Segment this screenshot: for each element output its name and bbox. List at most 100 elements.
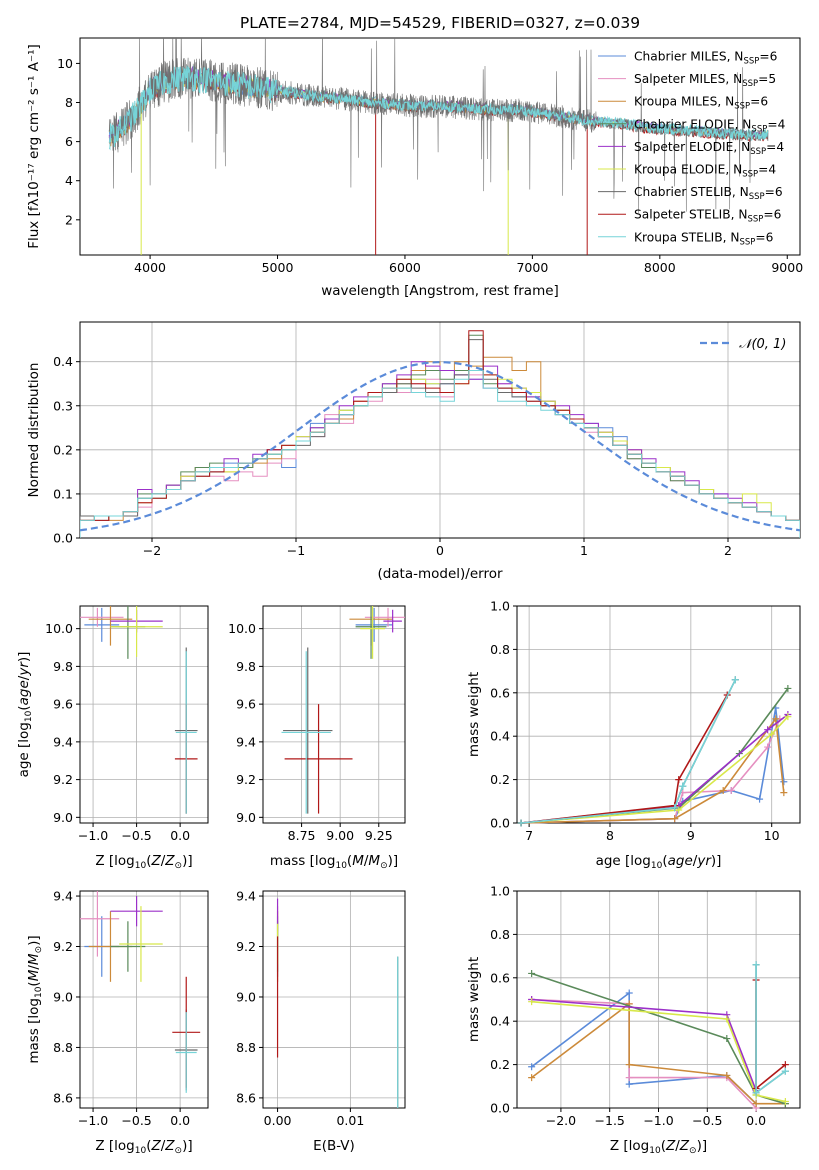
x-tick-label: 4000: [134, 260, 166, 275]
legend-nssp: , N: [733, 140, 750, 154]
weight-marker-kroupa-stelib: [679, 782, 687, 790]
weight-marker-kroupa-stelib: [752, 1089, 760, 1097]
label-part: M: [26, 969, 42, 981]
x-axis-label: age [log10(age/yr)]: [596, 853, 722, 871]
weight-marker-kroupa-miles: [528, 1074, 536, 1082]
x-tick-label: −1.0: [78, 828, 108, 843]
legend-nssp-eq: =: [758, 72, 768, 86]
legend-nssp: , N: [725, 72, 742, 86]
y-tick-label: 0.0: [490, 1101, 510, 1116]
legend-entry-salpeter-stelib: Salpeter STELIB, NSSP=6: [634, 208, 781, 225]
weight-lines: [517, 676, 792, 827]
x-tick-label: −1.0: [78, 1113, 108, 1128]
label-part: /: [675, 1138, 680, 1154]
weight-marker-salpeter-miles: [764, 743, 772, 751]
legend-entry-salpeter-elodie: Salpeter ELODIE, NSSP=4: [634, 140, 784, 157]
x-axis-label: mass [log10(M/M⊙)]: [270, 853, 398, 871]
x-tick-label: 9.00: [326, 828, 354, 843]
legend-nssp-eq: =: [765, 185, 775, 199]
label-part: (: [16, 705, 32, 710]
y-tick-label: 1.0: [490, 884, 510, 899]
x-tick-label: −0.5: [692, 1113, 722, 1128]
y-tick-label: 10.0: [228, 621, 256, 636]
label-part: age: [16, 680, 32, 705]
y-axis-label: mass weight: [466, 957, 482, 1042]
weight-lines: [528, 961, 789, 1112]
weight-marker-kroupa-stelib: [781, 1067, 789, 1075]
legend-nssp-value: 4: [768, 163, 776, 177]
legend-nssp-value: 4: [776, 140, 784, 154]
x-tick-label: −2.0: [546, 1113, 576, 1128]
label-part: )]: [26, 935, 42, 946]
weight-marker-salpeter-miles: [625, 1074, 633, 1082]
x-tick-label: 0: [436, 543, 444, 558]
x-tick-label: 5000: [262, 260, 294, 275]
legend-label: Kroupa ELODIE: [634, 163, 725, 177]
x-tick-label: 9: [687, 828, 695, 843]
y-tick-label: 0.8: [490, 927, 510, 942]
label-part: 10: [34, 986, 44, 998]
legend-nssp-eq: =: [759, 50, 769, 64]
y-tick-label: 9.8: [53, 659, 73, 674]
weight-marker-kroupa-miles: [752, 1100, 760, 1108]
legend-nssp-sub: SSP: [742, 170, 758, 180]
label-part: Z: [164, 1138, 175, 1154]
errorbars: [80, 891, 201, 1093]
weight-marker-kroupa-elodie: [781, 1097, 789, 1105]
weight-line-salpeter-stelib: [520, 694, 728, 824]
legend-nssp-sub: SSP: [749, 192, 765, 202]
label-part: Z [log: [610, 1138, 649, 1154]
x-axis-label: Z [log10(Z/Z⊙)]: [610, 1138, 707, 1156]
label-part: (: [26, 981, 42, 986]
x-tick-label: 6000: [389, 260, 421, 275]
legend-nssp-sub: SSP: [748, 215, 764, 225]
legend-nssp: , N: [727, 50, 744, 64]
legend-label: Salpeter MILES: [634, 72, 726, 86]
weight-marker-kroupa-stelib: [671, 804, 679, 812]
legend-nssp-eq: =: [766, 140, 776, 154]
weight-marker-kroupa-elodie: [768, 730, 776, 738]
legend-nssp-sub: SSP: [743, 57, 759, 67]
x-tick-label: 9000: [771, 260, 803, 275]
label-part: (: [661, 1138, 666, 1154]
x-tick-label: 0.01: [336, 1113, 364, 1128]
legend-entry-salpeter-miles: Salpeter MILES, NSSP=5: [634, 72, 776, 89]
legend-nssp: , N: [725, 163, 742, 177]
x-tick-label: 7: [525, 828, 533, 843]
label-part: 10: [651, 861, 663, 871]
weight-marker-kroupa-miles: [719, 786, 727, 794]
label-part: /: [161, 853, 166, 869]
legend-entry-chabrier-stelib: Chabrier STELIB, NSSP=6: [634, 185, 783, 202]
label-part: Z [log: [95, 1138, 134, 1154]
errorbars: [80, 606, 198, 814]
axes-age-vs-mass: 8.75 9.00 9.25 9.0 9.2 9.4 9.6 9.8 10.0 mass [log…: [228, 605, 406, 871]
normal-curve: [80, 360, 800, 532]
x-tick-label: −1: [287, 543, 305, 558]
label-part: yr: [16, 661, 32, 677]
legend-nssp: , N: [717, 95, 734, 109]
label-part: Z: [150, 853, 161, 869]
weight-line-kroupa-miles: [531, 1002, 786, 1105]
legend-nssp-eq: =: [750, 95, 760, 109]
label-part: ⊙: [34, 946, 44, 954]
label-part: )]: [697, 1138, 708, 1154]
y-tick-label: 9.6: [53, 697, 73, 712]
label-part: ⊙: [689, 1146, 697, 1156]
y-tick-label: 9.6: [236, 697, 256, 712]
y-tick-label: 0.3: [53, 398, 73, 413]
y-tick-label: 0.6: [490, 970, 510, 985]
legend-label: Chabrier MILES: [634, 50, 727, 64]
legend-nssp-sub: SSP: [750, 147, 766, 157]
legend-label: Kroupa MILES: [634, 95, 718, 109]
x-axis-label: Z [log10(Z/Z⊙)]: [95, 1138, 192, 1156]
legend-entry-chabrier-elodie: Chabrier ELODIE, NSSP=4: [634, 117, 786, 134]
x-tick-label: −0.5: [121, 828, 151, 843]
label-part: /: [364, 853, 369, 869]
label-part: M: [352, 853, 364, 869]
plot-frame-weight-vs-age: [516, 605, 801, 824]
axes-residuals: −2 −1 0 1 2 0.0 0.1 0.2 0.3 0.4 𝒩(0, 1) (data-model…: [26, 321, 801, 582]
y-axis-label: mass weight: [466, 672, 482, 757]
y-tick-label: 8.8: [53, 1040, 73, 1055]
histogram-kroupa-stelib: [80, 370, 800, 538]
